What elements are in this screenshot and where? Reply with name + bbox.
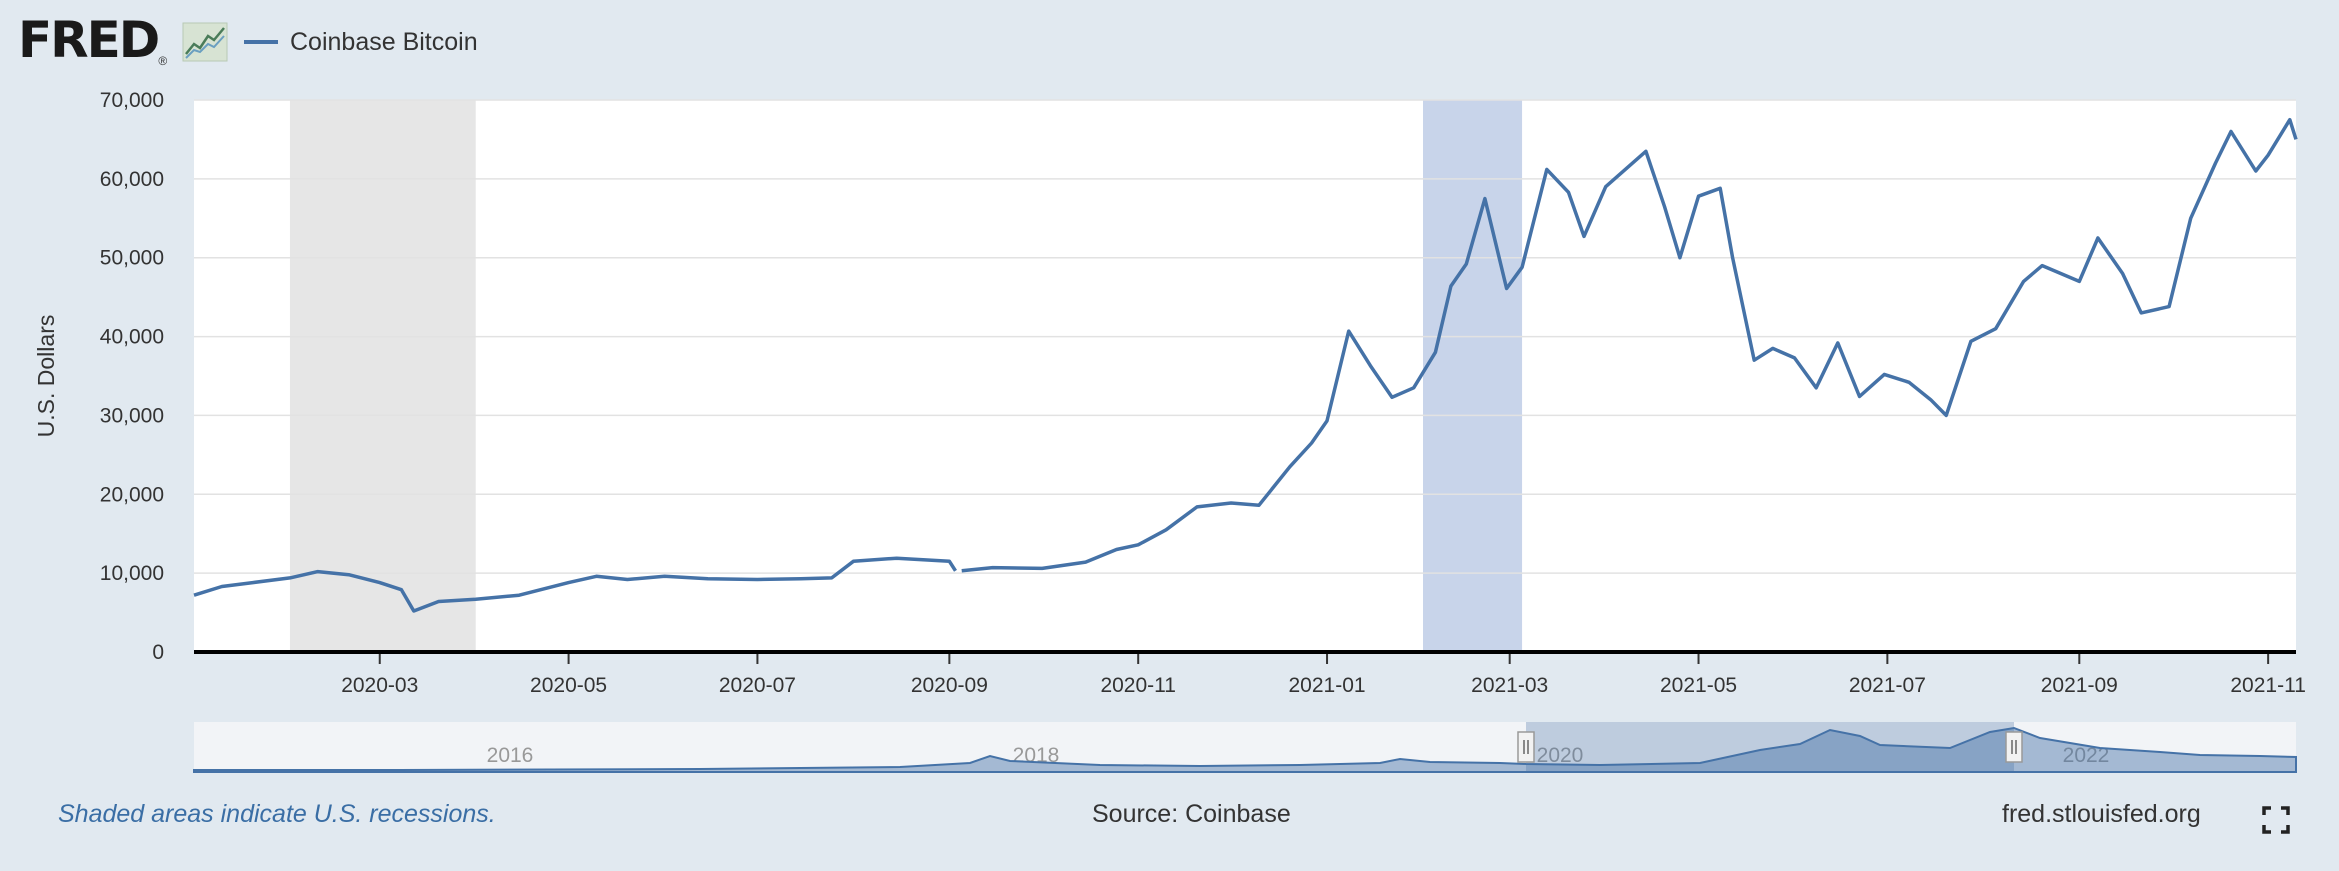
x-tick-label: 2020-11 xyxy=(1100,674,1176,697)
source-text: Source: Coinbase xyxy=(1092,800,1291,828)
y-tick-label: 10,000 xyxy=(100,562,164,585)
navigator-handle-right[interactable] xyxy=(2005,731,2023,763)
x-tick-label: 2021-09 xyxy=(2041,674,2118,697)
plot-area xyxy=(194,100,2296,652)
series-line[interactable] xyxy=(193,117,2298,613)
x-tick-label: 2020-07 xyxy=(719,674,796,697)
y-axis-label: U.S. Dollars xyxy=(33,315,59,438)
y-tick-label: 0 xyxy=(152,641,164,664)
y-tick-label: 30,000 xyxy=(100,404,164,427)
navigator-year-label: 2020 xyxy=(1537,744,1584,767)
legend[interactable]: Coinbase Bitcoin xyxy=(244,22,478,62)
recession-note: Shaded areas indicate U.S. recessions. xyxy=(58,800,496,828)
chart-trend-icon xyxy=(182,22,228,62)
fullscreen-icon[interactable] xyxy=(2262,806,2290,834)
y-tick-label: 60,000 xyxy=(100,168,164,191)
x-tick-label: 2021-05 xyxy=(1660,674,1737,697)
x-tick-label: 2020-05 xyxy=(530,674,607,697)
x-tick-label: 2021-01 xyxy=(1288,674,1365,697)
y-tick-label: 40,000 xyxy=(100,326,164,349)
navigator-year-label: 2016 xyxy=(487,744,534,767)
x-tick-label: 2020-09 xyxy=(911,674,988,697)
x-tick-label: 2020-03 xyxy=(341,674,418,697)
legend-swatch xyxy=(244,40,278,44)
legend-label: Coinbase Bitcoin xyxy=(290,27,478,56)
registered-mark: ® xyxy=(158,54,168,68)
x-tick-label: 2021-07 xyxy=(1849,674,1926,697)
y-tick-label: 50,000 xyxy=(100,247,164,270)
fred-logo[interactable]: FRED® xyxy=(18,11,228,69)
highlight-band xyxy=(1423,100,1523,652)
fred-logo-text: FRED xyxy=(18,11,160,69)
y-tick-label: 20,000 xyxy=(100,483,164,506)
recession-shading xyxy=(289,100,476,652)
navigator-handle-left[interactable] xyxy=(1517,731,1535,763)
navigator-series xyxy=(193,726,2297,773)
navigator[interactable]: 2016 2018 2020 2022 xyxy=(193,722,2297,773)
x-tick-label: 2021-11 xyxy=(2230,674,2306,697)
y-tick-label: 70,000 xyxy=(100,89,164,112)
fred-url-link[interactable]: fred.stlouisfed.org xyxy=(2002,800,2201,828)
x-tick-label: 2021-03 xyxy=(1471,674,1548,697)
navigator-year-label: 2022 xyxy=(2063,744,2110,767)
